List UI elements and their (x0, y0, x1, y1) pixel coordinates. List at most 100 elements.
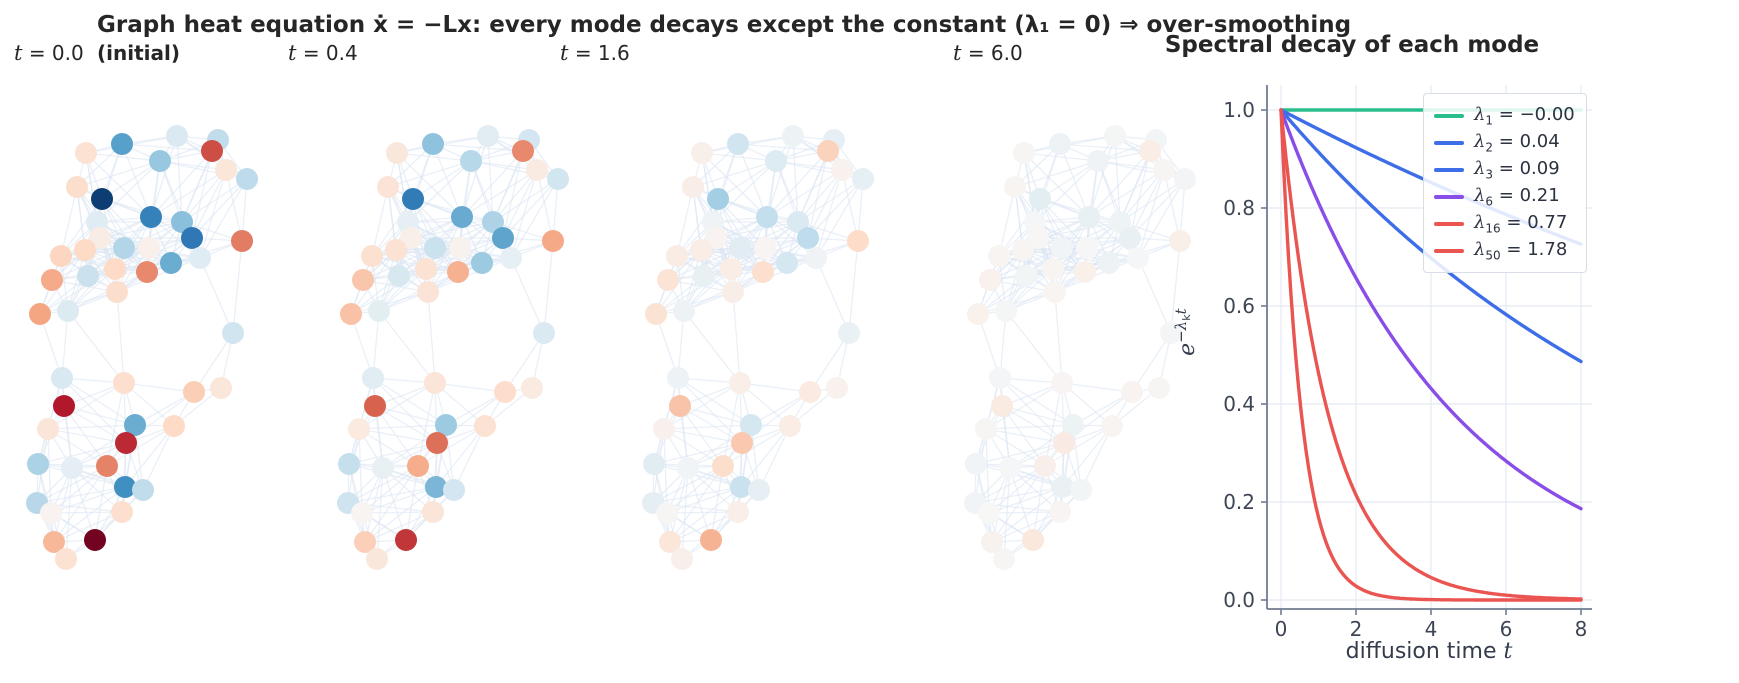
graph-node-24 (979, 269, 1001, 291)
graph-edge (87, 262, 172, 277)
graph-edge (1170, 240, 1181, 334)
graph-edge (434, 382, 506, 393)
graph-node-7 (1174, 168, 1196, 190)
graph-node-8 (66, 176, 88, 198)
graph-edge (435, 425, 486, 488)
graph-edge (1114, 135, 1121, 223)
panel-label-t0: t = 0.0 (14, 41, 84, 65)
legend-row-lambda1: λ1 = −0.00 (1424, 102, 1586, 129)
graph-node-42 (425, 476, 447, 498)
graph-node-34 (364, 395, 386, 417)
graph-edge (683, 310, 741, 384)
graph-edge (65, 467, 73, 560)
panel-label-t04: t = 0.4 (288, 41, 358, 65)
graph-edge (492, 169, 538, 223)
graph-edge (374, 405, 438, 444)
graph-edge (717, 198, 799, 223)
graph-edge (63, 405, 127, 444)
graph-node-3 (460, 150, 482, 172)
graph-node-12 (171, 211, 193, 233)
panel-label-t60: t = 6.0 (953, 41, 1023, 65)
graph-edge (1061, 247, 1139, 259)
graph-edge (425, 257, 512, 270)
graph-node-18 (1051, 237, 1073, 259)
graph-edge (372, 377, 447, 426)
graph-edge (461, 169, 538, 218)
graph-node-48 (84, 529, 106, 551)
graph-edge (459, 160, 472, 249)
graph-node-14 (542, 230, 564, 252)
graph-edge (974, 465, 1046, 504)
graph-node-13 (181, 227, 203, 249)
graph-edge (191, 150, 213, 239)
graph-edge (358, 424, 447, 430)
graph-edge (387, 160, 472, 188)
graph-node-16 (1012, 239, 1034, 261)
graph-edge (1005, 310, 1063, 384)
graph-edge (692, 160, 777, 188)
graph-node-18 (113, 237, 135, 259)
graph-edge (374, 405, 447, 426)
graph-node-43 (748, 479, 770, 501)
graph-node-19 (1076, 237, 1098, 259)
graph-edge (358, 428, 363, 514)
graph-node-29 (838, 322, 860, 344)
graph-edge (99, 221, 183, 239)
graph-edge (1088, 135, 1116, 218)
graph-node-29 (533, 322, 555, 344)
graph-edge (676, 198, 719, 257)
legend-row-lambda16: λ16 = 0.77 (1424, 210, 1586, 237)
graph-node-38 (426, 432, 448, 454)
legend-row-lambda6: λ6 = 0.21 (1424, 183, 1586, 210)
graph-edge (687, 467, 712, 541)
graph-edge (47, 428, 52, 514)
graph-node-1 (75, 142, 97, 164)
y-tick-label-1.0: 1.0 (1223, 98, 1255, 122)
graph-node-16 (74, 239, 96, 261)
graph-node-27 (340, 303, 362, 325)
graph-node-17 (361, 245, 383, 267)
graph-edge (347, 486, 437, 504)
graph-node-3 (1087, 150, 1109, 172)
graph-edge (669, 486, 742, 543)
graph-node-29 (222, 322, 244, 344)
graph-node-5 (201, 140, 223, 162)
graph-node-43 (132, 479, 154, 501)
graph-edge (988, 486, 1064, 514)
graph-edge (371, 186, 389, 257)
graph-edge (61, 377, 127, 444)
graph-edge (739, 382, 811, 393)
graph-node-3 (149, 150, 171, 172)
graph-edge (150, 150, 213, 218)
graph-node-20 (160, 252, 182, 274)
graph-node-31 (1051, 372, 1073, 394)
graph-node-34 (669, 395, 691, 417)
graph-node-0 (111, 133, 133, 155)
graph-node-23 (1042, 258, 1064, 280)
graph-node-21 (189, 247, 211, 269)
graph-node-26 (1044, 281, 1066, 303)
graph-edge (991, 465, 1046, 543)
graph-node-33 (826, 377, 848, 399)
graph-edge (1119, 169, 1165, 223)
graph-node-28 (995, 300, 1017, 322)
graph-node-7 (852, 168, 874, 190)
graph-node-48 (395, 529, 417, 551)
graph-edge (681, 467, 689, 560)
x-tick-label-0: 0 (1274, 617, 1288, 641)
spectral-plot-title: Spectral decay of each mode (1164, 32, 1540, 58)
graph-edge (1119, 178, 1186, 223)
graph-edge (669, 511, 739, 543)
graph-node-27 (29, 303, 51, 325)
graph-edge (1023, 152, 1090, 218)
graph-edge (666, 511, 739, 514)
legend-label: λ1 = −0.00 (1474, 103, 1575, 128)
graph-node-25 (1015, 265, 1037, 287)
x-tick-label-4: 4 (1424, 617, 1438, 641)
graph-node-35 (653, 418, 675, 440)
graph-node-48 (1022, 529, 1044, 551)
graph-edge (663, 424, 752, 430)
graph-node-47 (43, 531, 65, 553)
graph-panel-2 (642, 125, 874, 570)
graph-edge (991, 511, 1061, 543)
